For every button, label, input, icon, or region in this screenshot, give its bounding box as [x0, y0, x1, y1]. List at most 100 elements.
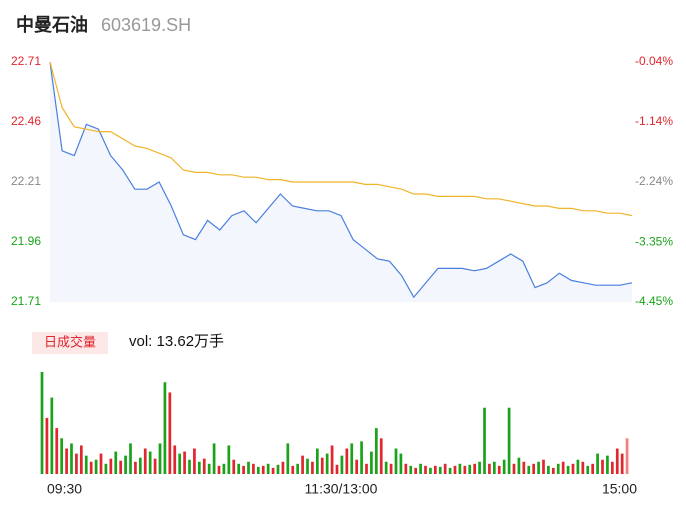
volume-bar	[615, 448, 619, 474]
volume-bar	[478, 461, 481, 474]
volume-bar	[109, 458, 113, 474]
volume-bar	[370, 451, 373, 474]
volume-bar	[271, 467, 275, 474]
volume-bar	[404, 463, 408, 474]
volume-bar	[492, 461, 496, 474]
volume-bar	[473, 463, 477, 474]
volume-bar	[335, 464, 339, 474]
volume-bar	[527, 465, 531, 474]
volume-bar	[355, 459, 359, 474]
volume-bar	[129, 443, 132, 474]
volume-bar	[606, 455, 609, 474]
y2-tick-label: -4.45%	[635, 294, 673, 308]
volume-bar	[252, 463, 255, 474]
volume-bar	[365, 463, 368, 474]
volume-bar	[143, 448, 147, 474]
volume-bar	[99, 453, 103, 474]
volume-bar	[183, 451, 186, 474]
volume-bar	[55, 428, 59, 474]
volume-bar	[202, 458, 206, 474]
volume-bar	[50, 397, 54, 474]
volume-bar	[453, 465, 457, 474]
volume-bar	[483, 407, 486, 474]
volume-bar	[193, 448, 196, 474]
volume-bar	[138, 457, 142, 474]
volume-bar	[414, 467, 418, 474]
volume-bar	[40, 372, 44, 474]
volume-bar	[148, 451, 152, 474]
x-tick-label: 15:00	[602, 481, 637, 497]
y-tick-label: 21.71	[11, 294, 41, 308]
y-tick-label: 22.71	[11, 54, 41, 68]
volume-bar	[537, 461, 540, 474]
volume-bar	[424, 465, 427, 474]
volume-bar	[153, 458, 157, 474]
volume-bar	[242, 465, 245, 474]
volume-bar	[596, 453, 599, 474]
volume-bar	[84, 455, 88, 474]
volume-bar	[330, 445, 334, 474]
price-line	[49, 61, 633, 299]
volume-bar	[522, 461, 526, 474]
volume-bar	[320, 457, 324, 474]
volume-bar	[65, 448, 68, 474]
volume-bar	[463, 465, 467, 474]
volume-bar	[311, 461, 314, 474]
volume-bar	[222, 463, 226, 474]
volume-bar	[389, 463, 393, 474]
volume-bar	[94, 459, 98, 474]
price-area	[50, 62, 632, 302]
volume-bar	[601, 459, 604, 474]
volume-bar	[581, 461, 585, 474]
volume-bar	[281, 461, 285, 474]
volume-bar	[571, 463, 575, 474]
volume-bar	[124, 455, 127, 474]
volume-bar	[291, 465, 295, 474]
volume-bar	[237, 463, 241, 474]
volume-bar	[168, 392, 172, 474]
volume-bar	[502, 459, 506, 474]
volume-bar	[325, 453, 329, 474]
volume-bar	[134, 461, 137, 474]
volume-bar	[458, 463, 462, 474]
y-tick-label: 22.21	[11, 174, 41, 188]
volume-bar	[379, 438, 383, 474]
volume-bar	[409, 465, 413, 474]
volume-bar	[256, 466, 260, 474]
y2-tick-label: -2.24%	[635, 174, 673, 188]
volume-bar	[566, 465, 570, 474]
y-tick-label: 21.96	[11, 234, 41, 248]
volume-bar	[207, 463, 211, 474]
y2-tick-label: -0.04%	[635, 54, 673, 68]
x-tick-label: 09:30	[47, 481, 82, 497]
volume-title: 日成交量	[44, 334, 96, 349]
volume-bar	[625, 438, 629, 474]
chart-subtitle: 603619.SH	[101, 15, 191, 35]
volume-bar	[419, 463, 422, 474]
volume-bar	[217, 465, 221, 474]
y2-tick-label: -1.14%	[635, 114, 673, 128]
volume-bar	[232, 459, 236, 474]
volume-bar	[315, 448, 319, 474]
volume-bar	[556, 463, 560, 474]
volume-bar	[394, 448, 398, 474]
volume-bar	[247, 461, 250, 474]
volume-bar	[301, 455, 304, 474]
volume-bar	[360, 441, 363, 474]
volume-badge	[32, 332, 108, 354]
volume-bar	[114, 451, 118, 474]
volume-bar	[448, 467, 452, 474]
volume-bar	[512, 463, 516, 474]
volume-bar	[212, 443, 216, 474]
volume-bar	[586, 465, 590, 474]
volume-bar	[276, 464, 280, 474]
volume-bar	[119, 460, 123, 474]
volume-bar	[60, 438, 64, 474]
volume-bar	[561, 461, 565, 474]
volume-bar	[620, 453, 624, 474]
volume-bar	[429, 467, 432, 474]
volume-bar	[507, 407, 511, 474]
volume-bar	[89, 461, 93, 474]
volume-bar	[227, 445, 231, 474]
volume-bar	[384, 461, 388, 474]
